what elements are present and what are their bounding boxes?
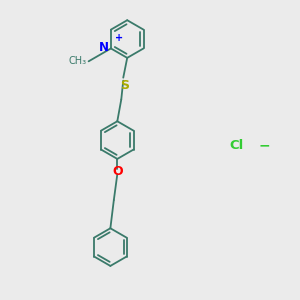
Text: +: +: [115, 32, 123, 43]
Text: −: −: [259, 138, 271, 152]
Text: N: N: [99, 41, 109, 54]
Text: CH₃: CH₃: [68, 56, 87, 66]
Text: Cl: Cl: [229, 139, 244, 152]
Text: O: O: [112, 165, 123, 178]
Text: S: S: [120, 79, 129, 92]
